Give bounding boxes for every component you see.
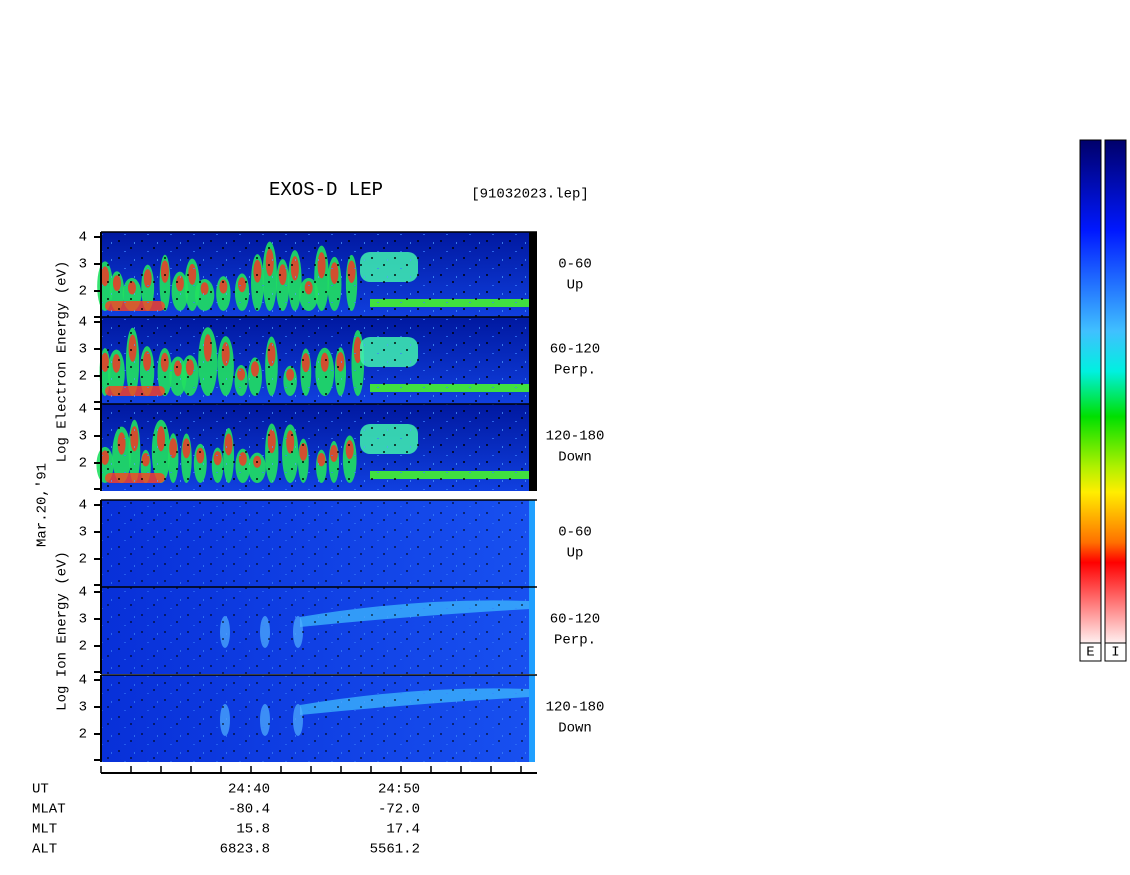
footer-value: -72.0 [378, 802, 420, 818]
x-tick-label: 24:50 [378, 782, 420, 798]
color-bar [1104, 139, 1127, 644]
noise [101, 500, 529, 587]
panel-direction: Up [567, 546, 584, 562]
footer-label: MLT [32, 822, 57, 838]
panel-angle: 60-120 [550, 612, 600, 628]
edge [529, 404, 537, 491]
title: EXOS-D LEP [269, 179, 383, 201]
spectrograms [96, 231, 537, 762]
panel-direction: Down [558, 721, 592, 737]
y-tick-label: 2 [79, 456, 87, 472]
footer-label: MLAT [32, 802, 66, 818]
color-bar-box [1079, 642, 1102, 662]
y-axis-label: Log Electron Energy (eV) [55, 261, 71, 463]
color-bar-box [1104, 642, 1127, 662]
noise [101, 317, 529, 404]
y-tick-label: 4 [79, 315, 87, 331]
footer-value: -80.4 [228, 802, 270, 818]
y-tick-label: 2 [79, 639, 87, 655]
panel-angle: 120-180 [546, 700, 605, 716]
y-tick-label: 4 [79, 498, 87, 514]
y-tick-label: 3 [79, 612, 87, 628]
footer-label: UT [32, 782, 49, 798]
footer-value: 17.4 [386, 822, 420, 838]
edge [529, 232, 537, 319]
edge [529, 500, 535, 587]
footer-value: 6823.8 [220, 842, 270, 858]
date: Mar.20,'91 [35, 463, 51, 547]
y-tick-label: 3 [79, 342, 87, 358]
noise [101, 404, 529, 491]
y-tick-label: 3 [79, 700, 87, 716]
color-bar [1079, 139, 1102, 644]
panel-angle: 0-60 [558, 257, 592, 273]
panel-direction: Down [558, 450, 592, 466]
footer-label: ALT [32, 842, 57, 858]
panel-direction: Perp. [554, 633, 596, 649]
panel-direction: Up [567, 278, 584, 294]
panel-angle: 60-120 [550, 342, 600, 358]
y-tick-label: 2 [79, 284, 87, 300]
edge [529, 675, 535, 762]
y-tick-label: 4 [79, 585, 87, 601]
y-tick-label: 4 [79, 402, 87, 418]
file-name: [91032023.lep] [471, 187, 589, 203]
color-bar-label: E [1086, 645, 1094, 661]
y-tick-label: 4 [79, 673, 87, 689]
y-tick-label: 2 [79, 369, 87, 385]
y-tick-label: 3 [79, 429, 87, 445]
footer-value: 15.8 [236, 822, 270, 838]
noise [101, 587, 529, 674]
color-bar-label: I [1111, 645, 1119, 661]
panel-angle: 0-60 [558, 525, 592, 541]
edge [529, 317, 537, 404]
x-tick-label: 24:40 [228, 782, 270, 798]
y-tick-label: 2 [79, 727, 87, 743]
noise [101, 232, 529, 319]
y-tick-label: 3 [79, 525, 87, 541]
noise [101, 675, 529, 762]
y-tick-label: 3 [79, 257, 87, 273]
y-tick-label: 2 [79, 552, 87, 568]
footer-value: 5561.2 [370, 842, 420, 858]
panel-direction: Perp. [554, 363, 596, 379]
panel-angle: 120-180 [546, 429, 605, 445]
y-tick-label: 4 [79, 230, 87, 246]
edge [529, 587, 535, 674]
y-axis-label: Log Ion Energy (eV) [55, 551, 71, 711]
